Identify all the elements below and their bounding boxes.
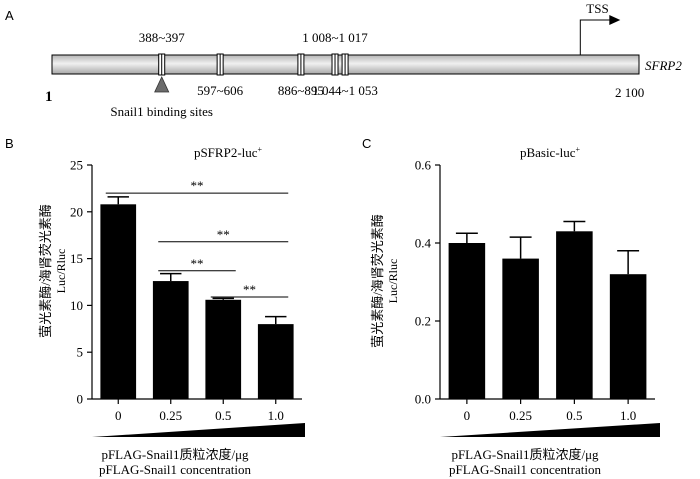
chart-c-bar-1 xyxy=(502,258,539,399)
chart-b-sig-label-0: ** xyxy=(191,178,204,193)
chart-b-concentration-wedge xyxy=(92,423,305,437)
chart-c-bar-0 xyxy=(448,243,486,399)
chart-c-title: pBasic-luc+ xyxy=(520,145,581,160)
chart-b-ytick-label-2: 10 xyxy=(70,298,83,313)
chart-c-ylabel-cn: 萤光素酶/海肾荧光素酶 xyxy=(370,214,385,348)
chart-b-sig-label-2: ** xyxy=(191,256,204,271)
chart-c-xlabel-cn: pFLAG-Snail1质粒浓度/μg xyxy=(451,447,599,462)
chart-b-ylabel-cn: 萤光素酶/海肾荧光素酶 xyxy=(38,204,53,338)
binding-site-label-2: 886~895 xyxy=(278,83,324,98)
chart-b-xlabel-en: pFLAG-Snail1 concentration xyxy=(99,462,251,477)
panel-label-c: C xyxy=(362,136,371,151)
chart-c-xlabel-en: pFLAG-Snail1 concentration xyxy=(449,462,601,477)
chart-c-xtick-label-0: 0 xyxy=(464,408,471,423)
chart-c-plot: 0.0 0.2 0.4 0.6 0 0.25 0.5 1.0 xyxy=(415,158,655,423)
chart-b-ytick-label-3: 15 xyxy=(70,251,83,266)
marker-label: Snail1 binding sites xyxy=(110,104,213,119)
tss-arrow-line xyxy=(579,19,611,55)
chart-c-bar-3 xyxy=(609,274,647,399)
panel-label-b: B xyxy=(5,136,14,151)
chart-b-title: pSFRP2-luc+ xyxy=(194,145,263,160)
chart-c-ytick-label-1: 0.2 xyxy=(415,314,431,329)
binding-site-label-0: 388~397 xyxy=(139,30,186,45)
tss-arrow-head xyxy=(609,15,621,25)
chart-b-xtick-label-3: 1.0 xyxy=(268,408,284,423)
chart-b-sig-label-1: ** xyxy=(217,227,230,242)
chart-b-ytick-label-0: 0 xyxy=(77,392,84,407)
chart-b-bar-1 xyxy=(152,281,189,399)
binding-site-label-3: 1 008~1 017 xyxy=(302,30,368,45)
chart-b-bar-0 xyxy=(100,204,137,399)
start-label: 1 xyxy=(45,89,53,105)
binding-site-label-4: 1 044~1 053 xyxy=(312,83,378,98)
chart-c-ytick-label-3: 0.6 xyxy=(415,158,432,173)
panel-c-chart: C pBasic-luc+ 0.0 0.2 0.4 0.6 0 0.25 0.5 1.0 萤光… xyxy=(362,136,660,477)
panel-a-promoter-diagram: A 388~397 597~606 886~895 1 008~1 017 1 044~… xyxy=(5,1,682,119)
chart-c-concentration-wedge xyxy=(440,423,660,437)
chart-c-ylabel-en: Luc/Rluc xyxy=(386,259,400,304)
chart-b-xtick-label-0: 0 xyxy=(115,408,122,423)
chart-c-xtick-label-2: 0.5 xyxy=(566,408,582,423)
chart-c-ytick-label-0: 0.0 xyxy=(415,392,431,407)
binding-sites: 388~397 597~606 886~895 1 008~1 017 1 044~1 … xyxy=(139,30,378,98)
end-label: 2 100 xyxy=(615,85,644,100)
chart-b-ytick-label-5: 25 xyxy=(70,158,83,173)
chart-b-xtick-label-1: 0.25 xyxy=(159,408,182,423)
chart-c-ytick-label-2: 0.4 xyxy=(415,236,432,251)
chart-c-bar-2 xyxy=(556,231,593,399)
gene-label: SFRP2 xyxy=(645,58,682,73)
chart-b-sig-label-3: ** xyxy=(243,282,256,297)
chart-b-xtick-label-2: 0.5 xyxy=(215,408,231,423)
chart-b-ylabel-en: Luc/Rluc xyxy=(54,249,68,294)
chart-c-xtick-label-1: 0.25 xyxy=(509,408,532,423)
panel-b-chart: B pSFRP2-luc+ 0 5 10 15 20 25 0 0.25 0.5 1.0 ** ** *… xyxy=(5,136,305,477)
chart-c-xtick-label-3: 1.0 xyxy=(620,408,636,423)
binding-site-label-1: 597~606 xyxy=(197,83,244,98)
chart-b-plot: 0 5 10 15 20 25 0 0.25 0.5 1.0 ** ** ** ** xyxy=(70,158,302,423)
chart-b-bar-3 xyxy=(257,324,294,399)
panel-label-a: A xyxy=(5,8,14,23)
snail1-site-marker xyxy=(154,76,170,93)
chart-b-xlabel-cn: pFLAG-Snail1质粒浓度/μg xyxy=(101,447,249,462)
tss-arrow xyxy=(579,15,621,55)
chart-b-ytick-label-1: 5 xyxy=(77,345,84,360)
chart-b-bar-2 xyxy=(205,299,242,399)
chart-b-ytick-label-4: 20 xyxy=(70,204,83,219)
tss-label: TSS xyxy=(586,1,608,16)
